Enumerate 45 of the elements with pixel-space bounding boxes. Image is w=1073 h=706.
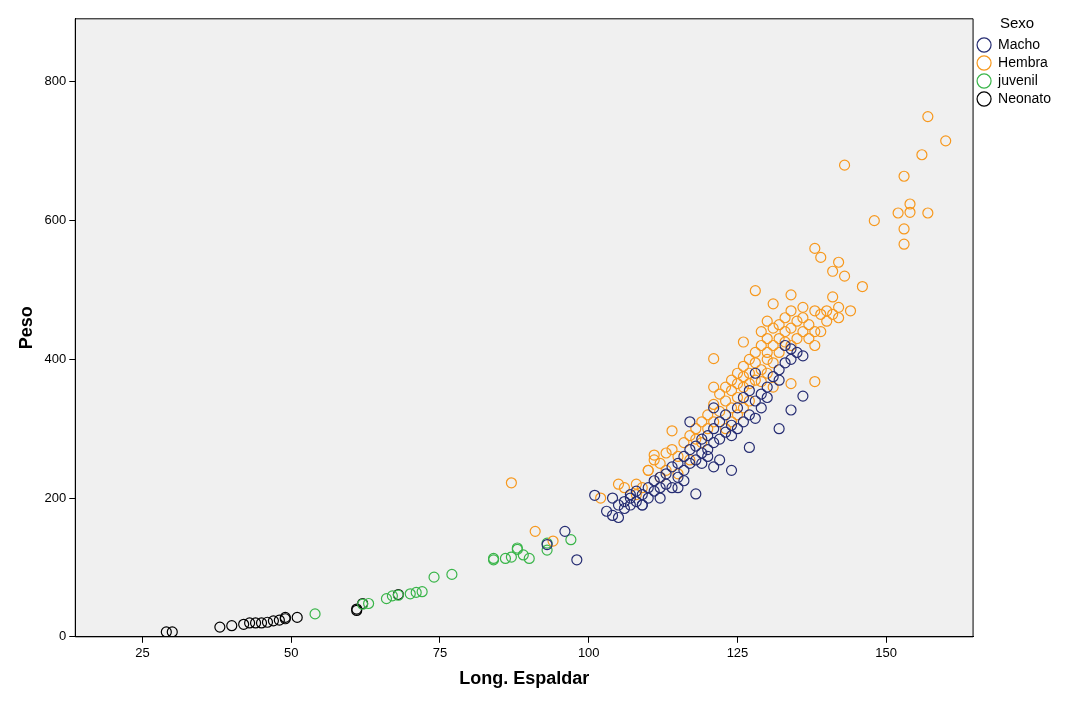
point (404, 588, 416, 600)
point (244, 617, 256, 629)
point (523, 552, 535, 565)
legend-label: juvenil (997, 71, 1038, 88)
y-tick-label: 800 (44, 73, 67, 89)
point (166, 626, 178, 637)
point (267, 615, 280, 627)
point (541, 544, 553, 556)
point (255, 617, 268, 629)
x-tick-label: 25 (135, 645, 150, 661)
point (517, 549, 529, 561)
point (410, 586, 422, 599)
legend-title: Sexo (999, 13, 1035, 31)
point (499, 552, 512, 565)
point (565, 534, 577, 546)
point (386, 590, 398, 602)
legend-label: Neonato (998, 89, 1052, 106)
point (273, 614, 285, 626)
point (309, 608, 321, 620)
y-tick-label: 0 (59, 628, 67, 644)
point (249, 617, 262, 629)
point (380, 593, 393, 605)
y-tick-label: 600 (44, 212, 67, 228)
point (226, 620, 238, 632)
x-tick-label: 75 (432, 645, 448, 661)
point (416, 586, 428, 598)
point (428, 571, 440, 583)
y-tick-label: 200 (44, 489, 67, 505)
point (446, 568, 458, 580)
legend-label: Macho (998, 35, 1041, 52)
point (261, 616, 274, 628)
y-axis-title: Peso (15, 306, 36, 350)
x-tick-label: 50 (284, 645, 299, 661)
point (160, 626, 172, 637)
x-tick-label: 150 (875, 645, 898, 661)
point (363, 597, 375, 610)
point (238, 618, 250, 630)
point (214, 621, 226, 633)
legend-label: Hembra (998, 53, 1049, 70)
y-tick-label: 400 (44, 350, 67, 366)
point (291, 611, 303, 623)
x-tick-label: 125 (726, 645, 749, 661)
x-axis-title: Long. Espaldar (459, 668, 590, 689)
point (505, 551, 517, 563)
x-tick-label: 100 (577, 645, 600, 661)
